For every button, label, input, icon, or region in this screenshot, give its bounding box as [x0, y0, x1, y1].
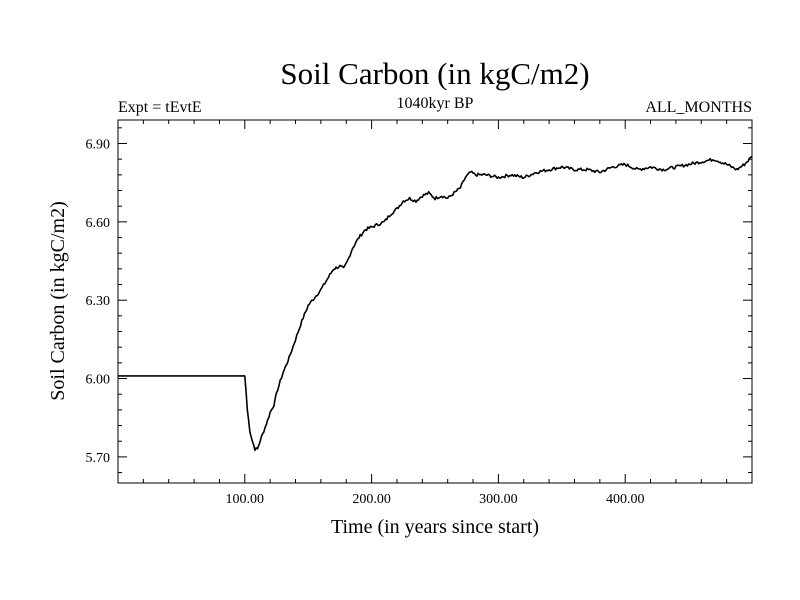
plot-frame: [117, 119, 753, 484]
chart-left-label: Expt = tEvtE: [118, 99, 202, 116]
x-tick-label: 200.00: [352, 492, 391, 507]
y-tick-label: 6.30: [86, 294, 111, 309]
chart-right-label: ALL_MONTHS: [645, 99, 752, 116]
y-axis-label: Soil Carbon (in kgC/m2): [47, 201, 69, 400]
soil-carbon-series-line: [118, 155, 753, 452]
y-tick-label: 5.70: [86, 451, 111, 466]
y-tick-label: 6.90: [86, 138, 111, 153]
y-tick-label: 6.00: [86, 373, 111, 388]
plot-area: 100.00 200.00 300.00 400.00 5.70 6.00 6.30 6.60…: [86, 120, 753, 507]
x-tick-label: 400.00: [606, 492, 645, 507]
x-tick-label: 100.00: [226, 492, 265, 507]
x-axis-label: Time (in years since start): [331, 516, 539, 538]
y-tick-label: 6.60: [86, 216, 111, 231]
x-tick-label: 300.00: [479, 492, 518, 507]
chart-subtitle: 1040kyr BP: [397, 95, 474, 112]
chart-title: Soil Carbon (in kgC/m2): [280, 56, 589, 91]
